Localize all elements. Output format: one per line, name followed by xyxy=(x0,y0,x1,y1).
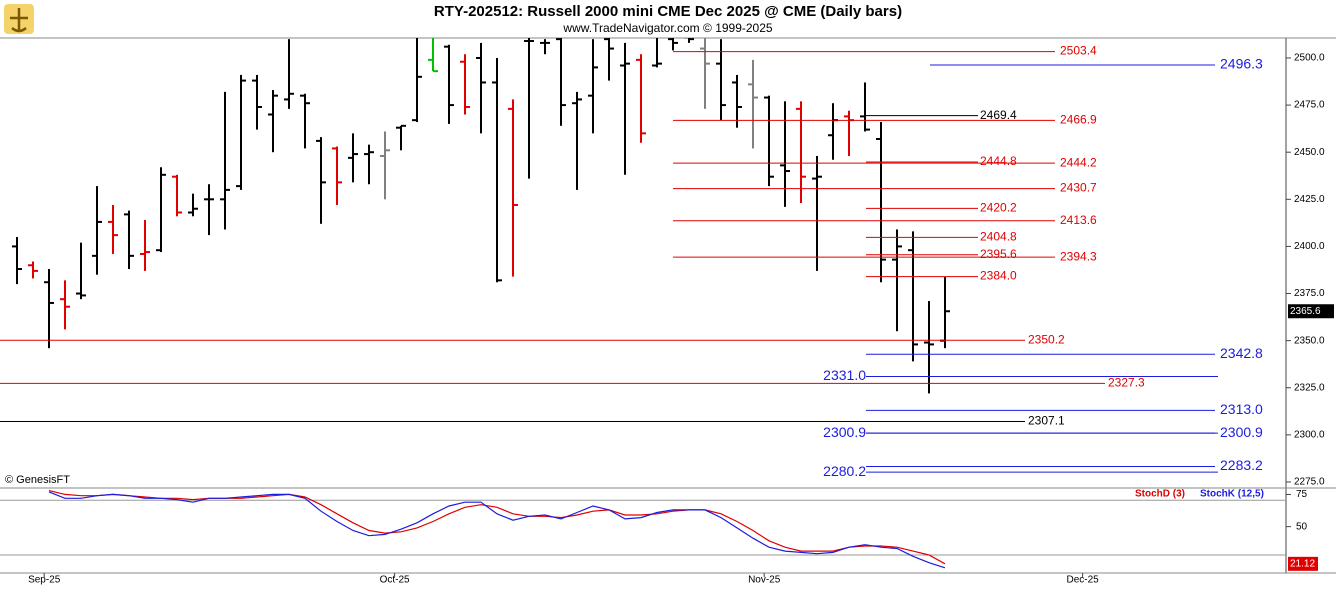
x-tick-label: Dec-25 xyxy=(1066,575,1099,586)
y-tick-label: 2400.0 xyxy=(1294,241,1325,252)
level-label: 2444.2 xyxy=(1060,155,1097,169)
y-tick-label: 2350.0 xyxy=(1294,335,1325,346)
level-label: 2313.0 xyxy=(1220,401,1263,417)
level-label: 2327.3 xyxy=(1108,376,1145,390)
last-price-label: 2365.6 xyxy=(1290,306,1321,317)
level-label: 2420.2 xyxy=(980,201,1017,215)
level-label: 2384.0 xyxy=(980,269,1017,283)
level-label: 2395.6 xyxy=(980,247,1017,261)
level-label: 2283.2 xyxy=(1220,457,1263,473)
level-label: 2466.9 xyxy=(1060,113,1097,127)
legend-label: StochD (3) xyxy=(1135,489,1185,500)
chart-title: RTY-202512: Russell 2000 mini CME Dec 20… xyxy=(434,3,902,20)
level-label: 2496.3 xyxy=(1220,56,1263,72)
stoch-plot xyxy=(0,490,1286,569)
y-tick-label: 2450.0 xyxy=(1294,147,1325,158)
last-value-box xyxy=(1288,556,1318,571)
y-tick-label: 75 xyxy=(1296,489,1308,500)
last-price-box xyxy=(1288,304,1334,319)
y-tick-label: 2425.0 xyxy=(1294,194,1325,205)
x-tick-label: Oct-25 xyxy=(380,575,410,586)
level-label: 2300.9 xyxy=(1220,424,1263,440)
x-tick-label: Sep-25 xyxy=(28,575,61,586)
level-label: 2280.2 xyxy=(823,463,866,479)
level-label: 2307.1 xyxy=(1028,414,1065,428)
level-label: 2394.3 xyxy=(1060,249,1097,263)
logo xyxy=(4,4,34,34)
x-tick-label: Nov-25 xyxy=(748,575,781,586)
y-tick-label: 2325.0 xyxy=(1294,382,1325,393)
level-label: 2300.9 xyxy=(823,424,866,440)
level-label: 2469.4 xyxy=(980,108,1017,122)
chart-subtitle: www.TradeNavigator.com © 1999-2025 xyxy=(562,21,772,35)
level-label: 2444.8 xyxy=(980,154,1017,168)
y-tick-label: 2300.0 xyxy=(1294,429,1325,440)
stoch-line xyxy=(48,491,946,569)
stoch-line xyxy=(48,490,946,565)
y-tick-label: 50 xyxy=(1296,521,1308,532)
y-tick-label: 2475.0 xyxy=(1294,100,1325,111)
level-label: 2503.4 xyxy=(1060,44,1097,58)
price-plot xyxy=(12,38,950,394)
level-label: 2430.7 xyxy=(1060,181,1097,195)
legend-label: StochK (12,5) xyxy=(1200,489,1264,500)
y-tick-label: 2375.0 xyxy=(1294,288,1325,299)
last-value-label: 21.12 xyxy=(1290,558,1315,569)
level-label: 2404.8 xyxy=(980,230,1017,244)
level-label: 2331.0 xyxy=(823,367,866,383)
header xyxy=(0,0,1336,38)
level-label: 2413.6 xyxy=(1060,213,1097,227)
axes: 2275.0 2300.0 2325.0 2350.0 2375.0 2400.0 2425… xyxy=(0,44,1334,586)
level-label: 2342.8 xyxy=(1220,345,1263,361)
level-label: 2350.2 xyxy=(1028,332,1065,346)
y-tick-label: 2275.0 xyxy=(1294,477,1325,488)
y-tick-label: 2500.0 xyxy=(1294,53,1325,64)
copyright-note: © GenesisFT xyxy=(5,474,70,486)
